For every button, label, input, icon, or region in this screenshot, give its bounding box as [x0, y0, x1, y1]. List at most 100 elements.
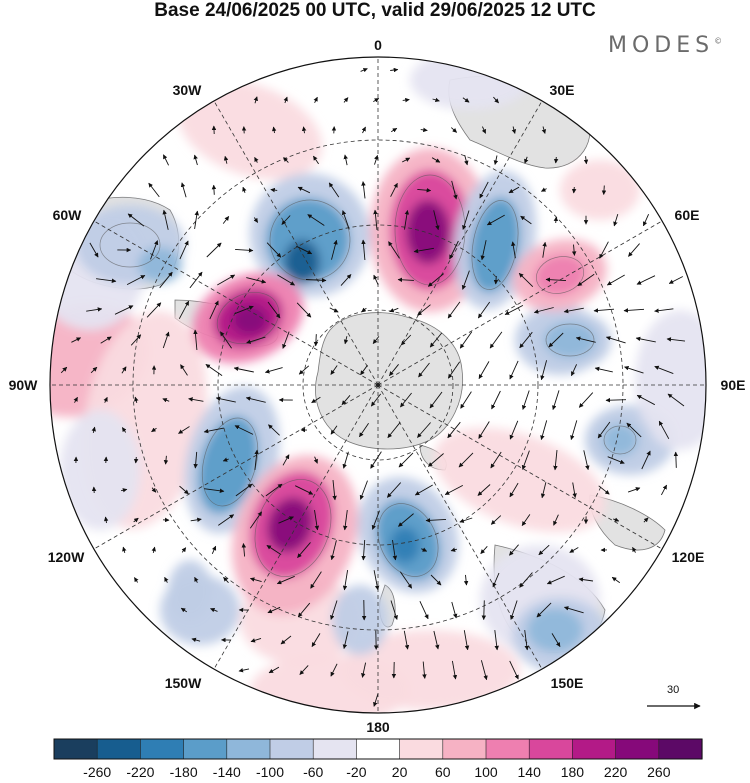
colorbar-swatch-12	[528, 738, 574, 760]
wind-arrow	[268, 424, 280, 436]
wind-arrow	[451, 660, 458, 680]
colorbar-swatch-4	[183, 738, 228, 760]
colorbar-swatch-8	[356, 738, 401, 760]
wind-arrow	[162, 398, 170, 403]
wind-arrow	[238, 668, 250, 673]
wind-arrow	[235, 483, 253, 497]
wind-arrow	[218, 514, 235, 526]
wind-arrow	[297, 602, 311, 618]
wind-arrow	[342, 510, 348, 531]
wind-arrow	[444, 485, 464, 495]
wind-arrow	[361, 239, 366, 261]
wind-arrow	[89, 242, 99, 258]
wind-arrow	[478, 361, 490, 379]
wind-arrow	[417, 187, 432, 193]
wind-arrow	[451, 180, 458, 200]
colorbar-swatch-14	[615, 738, 660, 760]
wind-arrow	[492, 572, 500, 588]
contour-3	[471, 200, 519, 290]
anomaly-blob-28	[232, 305, 268, 335]
wind-arrow	[666, 337, 686, 342]
wind-arrow	[361, 662, 367, 678]
wind-arrow	[508, 186, 520, 194]
wind-arrow	[233, 366, 254, 373]
wind-arrow	[332, 480, 337, 501]
wind-arrow	[668, 276, 684, 284]
wind-arrow	[204, 488, 225, 494]
lon-label-120w: 120W	[47, 549, 85, 565]
wind-arrow	[553, 216, 559, 224]
wind-arrow	[205, 364, 223, 376]
wind-arrow	[373, 209, 378, 230]
wind-arrow	[460, 391, 472, 409]
wind-arrow	[217, 274, 236, 286]
wind-arrow	[459, 331, 473, 349]
wind-arrow	[159, 271, 173, 289]
wind-arrow	[313, 96, 318, 104]
wind-arrow	[389, 364, 399, 377]
wind-arrow	[295, 485, 314, 495]
wind-arrow	[194, 210, 199, 229]
wind-arrow	[150, 240, 159, 260]
wind-arrow	[60, 366, 68, 374]
wind-arrow	[120, 488, 128, 493]
wind-arrow	[359, 480, 368, 500]
wind-arrow	[635, 336, 656, 343]
anomaly-blob-20	[406, 200, 450, 264]
wind-arrow	[194, 576, 199, 583]
wind-arrow	[373, 570, 380, 591]
wind-arrow	[402, 97, 410, 103]
wind-arrow	[447, 301, 461, 319]
wind-arrow	[313, 334, 319, 347]
wind-arrow	[103, 516, 109, 524]
wind-arrow	[390, 182, 398, 197]
wind-arrow	[521, 514, 531, 526]
wind-arrow	[489, 331, 503, 349]
wind-arrow	[583, 156, 589, 165]
wind-arrow	[504, 305, 524, 315]
wind-arrow	[449, 240, 459, 260]
wind-arrow	[296, 302, 312, 318]
wind-arrow	[553, 156, 559, 164]
wind-arrow	[540, 482, 547, 499]
latitude-circle-1	[302, 309, 454, 461]
colorbar-swatch-6	[269, 738, 314, 760]
wind-arrow	[636, 275, 656, 285]
wind-arrow	[490, 515, 502, 525]
wind-arrow	[178, 426, 190, 434]
anomaly-blob-46	[138, 247, 182, 283]
wind-arrow	[563, 307, 584, 314]
wind-arrow	[164, 576, 169, 583]
contour-10	[536, 256, 584, 294]
wind-arrow	[570, 364, 578, 377]
colorbar-tick-label: 180	[560, 764, 585, 780]
anomaly-blob-25	[469, 197, 521, 293]
wind-arrow	[242, 186, 247, 193]
wind-arrow	[661, 484, 667, 496]
wind-arrow	[545, 277, 567, 282]
wind-arrow	[571, 186, 577, 194]
wind-arrow	[329, 307, 339, 313]
wind-arrow	[297, 542, 311, 558]
wind-arrow	[91, 426, 96, 434]
wind-arrow	[330, 600, 338, 620]
wind-arrow	[373, 98, 380, 103]
wind-arrow	[548, 332, 564, 348]
wind-arrow	[577, 273, 595, 287]
wind-arrow	[570, 420, 578, 441]
wind-arrow	[96, 278, 117, 284]
wind-arrow	[425, 518, 447, 523]
wind-arrow	[611, 576, 621, 584]
wind-arrow	[373, 693, 379, 707]
wind-arrow	[114, 305, 134, 315]
wind-arrow	[578, 577, 594, 582]
wind-arrow	[180, 182, 187, 198]
lon-label-150w: 150W	[164, 675, 202, 691]
wind-arrow	[428, 453, 444, 467]
wind-arrow	[370, 393, 382, 407]
wind-arrow	[607, 456, 625, 464]
wind-arrow	[569, 547, 579, 553]
colorbar-tick-label: -180	[169, 764, 198, 780]
wind-arrow	[398, 452, 414, 468]
wind-arrow	[148, 182, 160, 198]
